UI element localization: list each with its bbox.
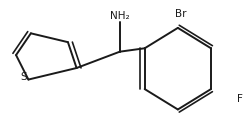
Text: NH₂: NH₂ xyxy=(110,11,130,21)
Text: Br: Br xyxy=(175,9,186,19)
Text: F: F xyxy=(237,94,243,104)
Text: S: S xyxy=(20,72,27,82)
